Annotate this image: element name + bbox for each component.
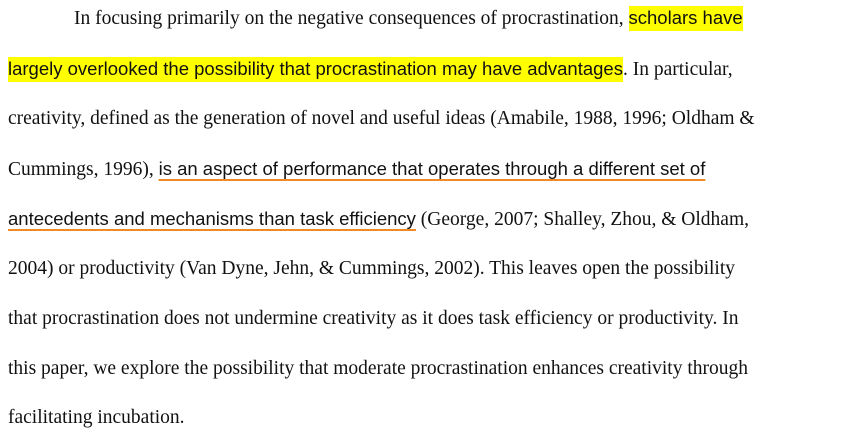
paragraph-line: In focusing primarily on the negative co…	[74, 6, 743, 31]
paragraph-line: this paper, we explore the possibility t…	[8, 358, 748, 379]
paragraph-line: 2004) or productivity (Van Dyne, Jehn, &…	[8, 258, 736, 279]
underlined-text: antecedents and mechanisms than task eff…	[8, 208, 416, 229]
paragraph-line: antecedents and mechanisms than task eff…	[8, 207, 749, 232]
paragraph-line: creativity, defined as the generation of…	[8, 108, 755, 129]
paragraph-line: largely overlooked the possibility that …	[8, 57, 733, 82]
text-run: (George, 2007; Shalley, Zhou, & Oldham,	[415, 209, 749, 230]
highlighted-text: scholars have	[628, 6, 743, 31]
text-run: . In particular,	[622, 59, 733, 80]
paragraph-line: facilitating incubation.	[8, 407, 185, 428]
text-run: In focusing primarily on the negative co…	[74, 8, 629, 29]
paragraph-line: Cummings, 1996), is an aspect of perform…	[8, 157, 705, 182]
underlined-text: is an aspect of performance that operate…	[158, 158, 706, 179]
paragraph-line: that procrastination does not undermine …	[8, 308, 739, 329]
highlighted-text: largely overlooked the possibility that …	[8, 57, 623, 82]
text-run: Cummings, 1996),	[8, 159, 159, 180]
